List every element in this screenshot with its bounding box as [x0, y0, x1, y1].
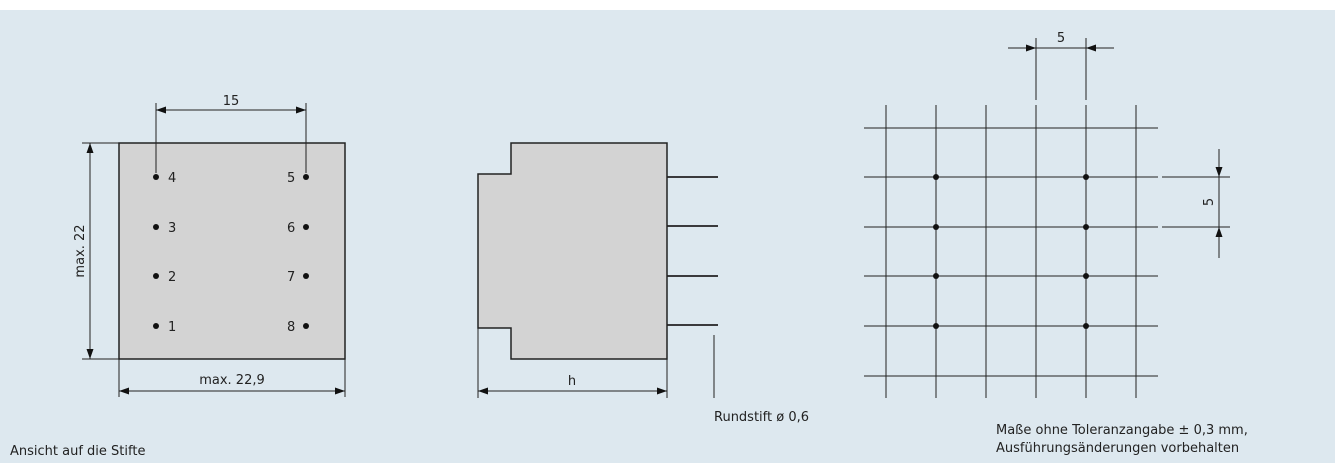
pin-view: 4 3 2 1 5 6 7 8 15 max. 22 max. 22,9 — [73, 94, 346, 397]
pin-label-5: 5 — [287, 171, 295, 186]
pin-7 — [303, 273, 309, 279]
footnote-line-1: Maße ohne Toleranzangabe ± 0,3 mm, — [996, 423, 1248, 438]
pin-label-4: 4 — [168, 171, 176, 186]
pin-label-1: 1 — [168, 320, 176, 335]
pin-5 — [303, 174, 309, 180]
pin-note: Rundstift ø 0,6 — [714, 410, 809, 425]
grid-dim-horizontal — [1008, 38, 1114, 100]
footnote-line-2: Ausführungsänderungen vorbehalten — [996, 441, 1240, 456]
pin-view-caption: Ansicht auf die Stifte — [10, 444, 146, 459]
transformer-body-side — [477, 142, 668, 360]
grid-view — [864, 105, 1158, 398]
pin-3 — [153, 224, 159, 230]
pin-2 — [153, 273, 159, 279]
pin-1 — [153, 323, 159, 329]
side-view: h — [477, 142, 718, 398]
pin-label-7: 7 — [287, 270, 295, 285]
transformer-body-top — [118, 142, 346, 360]
grid-holes — [933, 174, 1089, 329]
dim-width: max. 22,9 — [199, 373, 265, 388]
grid-dim-vertical-label: 5 — [1202, 198, 1217, 206]
pin-label-8: 8 — [287, 320, 295, 335]
pin-4 — [153, 174, 159, 180]
pin-8 — [303, 323, 309, 329]
pin-6 — [303, 224, 309, 230]
pin-label-2: 2 — [168, 270, 176, 285]
pin-label-6: 6 — [287, 221, 295, 236]
dim-height: max. 22 — [73, 224, 88, 277]
grid-dim-vertical — [1162, 149, 1230, 258]
grid-dim-horizontal-label: 5 — [1057, 31, 1065, 46]
dim-h: h — [568, 374, 576, 389]
pin-label-3: 3 — [168, 221, 176, 236]
dim-pin-spacing: 15 — [223, 94, 240, 109]
